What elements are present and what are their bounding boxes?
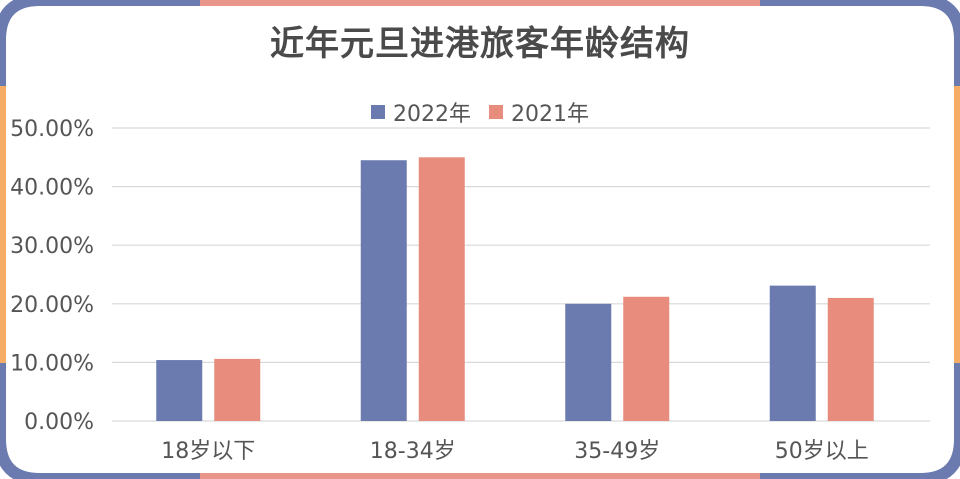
legend-label-2021: 2021年	[511, 102, 589, 127]
x-tick-label: 18岁以下	[161, 439, 255, 464]
x-tick-label: 50岁以上	[775, 439, 869, 464]
frame-corner-top-left	[0, 0, 200, 86]
x-tick-label: 18-34岁	[370, 439, 456, 464]
chart-title: 近年元旦进港旅客年龄结构	[270, 24, 690, 64]
bar-2022	[156, 360, 203, 421]
y-tick-label: 50.00%	[10, 117, 94, 142]
legend-item-2021: 2021年	[489, 96, 589, 128]
legend-swatch-2021	[489, 105, 503, 119]
y-tick-label: 10.00%	[10, 351, 94, 376]
y-tick-label: 40.00%	[10, 176, 94, 201]
bar-2021	[623, 296, 670, 421]
y-tick-label: 0.00%	[24, 410, 94, 435]
legend-item-2022: 2022年	[371, 96, 471, 128]
y-tick-label: 20.00%	[10, 293, 94, 318]
bar-2021	[214, 358, 261, 421]
bar-2022	[360, 160, 407, 422]
x-tick-label: 35-49岁	[574, 439, 660, 464]
legend: 2022年 2021年	[0, 96, 960, 128]
bar-2022	[565, 303, 612, 421]
legend-label-2022: 2022年	[393, 102, 471, 127]
bar-2021	[827, 297, 874, 421]
bar-2022	[769, 285, 816, 421]
y-tick-label: 30.00%	[10, 234, 94, 259]
bar-2021	[418, 157, 465, 422]
legend-swatch-2022	[371, 105, 385, 119]
